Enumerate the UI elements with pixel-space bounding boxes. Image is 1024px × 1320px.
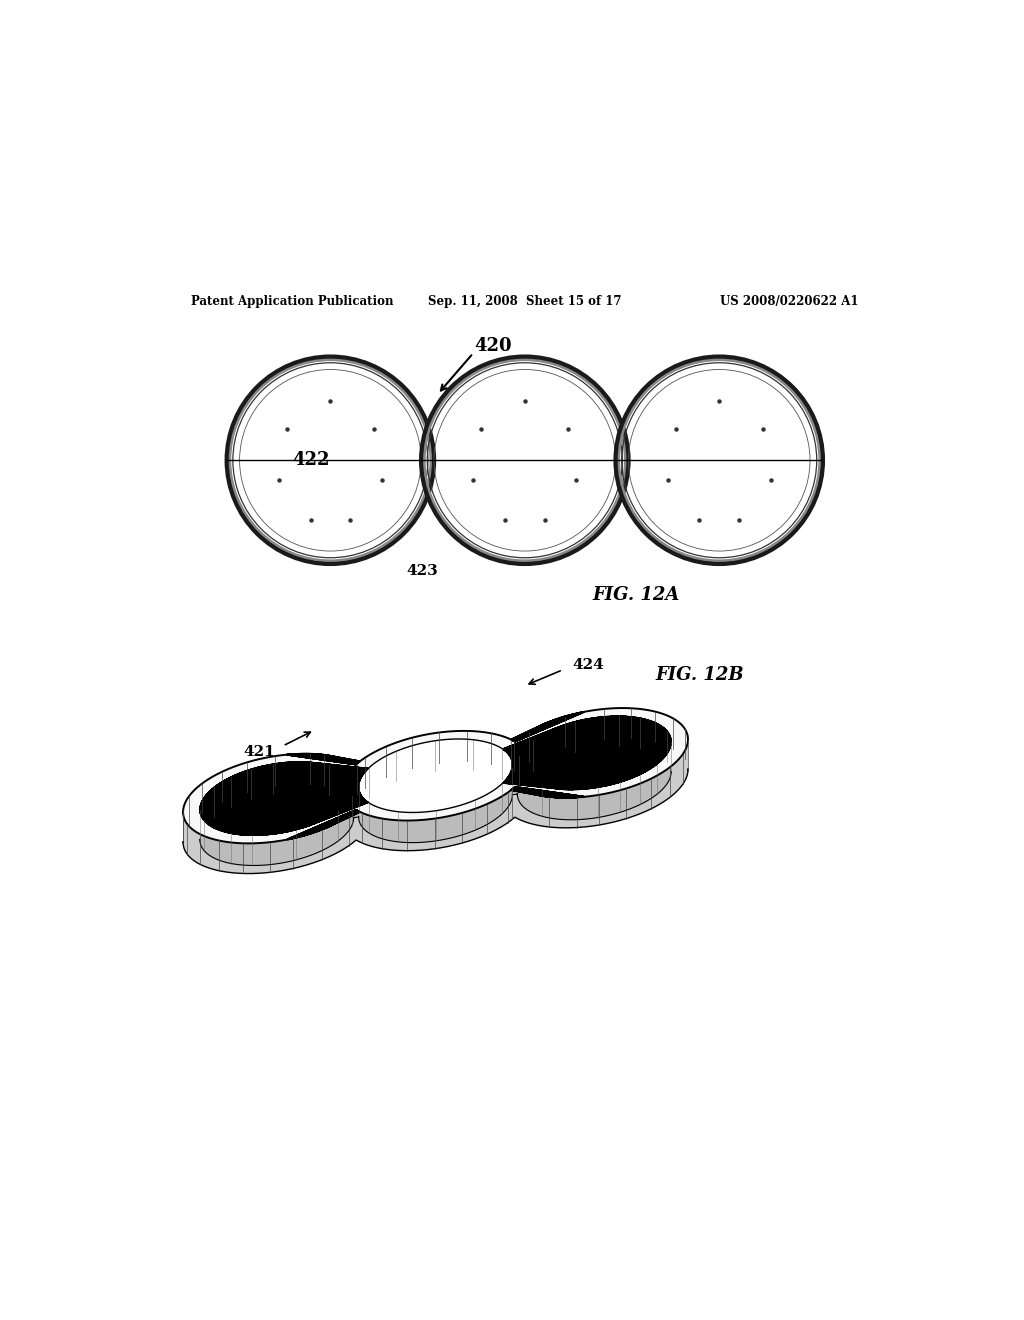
Circle shape: [616, 358, 822, 564]
Text: Patent Application Publication: Patent Application Publication: [191, 296, 394, 308]
Text: 422: 422: [292, 451, 330, 470]
Text: 421: 421: [243, 744, 274, 759]
Polygon shape: [183, 739, 688, 874]
Text: 423: 423: [407, 565, 438, 578]
Circle shape: [227, 358, 433, 564]
Polygon shape: [200, 742, 671, 866]
Text: Sep. 11, 2008  Sheet 15 of 17: Sep. 11, 2008 Sheet 15 of 17: [428, 296, 622, 308]
Polygon shape: [200, 717, 671, 836]
Circle shape: [422, 358, 628, 564]
Polygon shape: [183, 708, 688, 843]
Text: FIG. 12B: FIG. 12B: [655, 665, 743, 684]
Text: 424: 424: [572, 657, 604, 672]
Text: FIG. 12A: FIG. 12A: [592, 586, 680, 605]
Text: US 2008/0220622 A1: US 2008/0220622 A1: [720, 296, 858, 308]
Text: 420: 420: [474, 337, 512, 355]
